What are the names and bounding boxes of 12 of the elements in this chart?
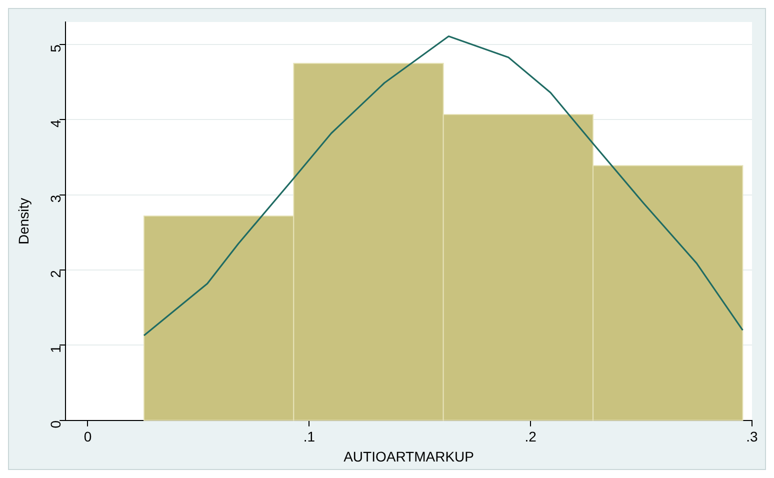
- y-axis-title: Density: [15, 198, 32, 245]
- y-tick-label: 1: [47, 345, 64, 354]
- y-tick-label: 3: [47, 194, 64, 203]
- y-tick-label: 4: [47, 120, 64, 128]
- x-tick-label: .3: [746, 428, 758, 445]
- x-tick-label: .2: [524, 428, 537, 445]
- x-tick-label: .1: [303, 428, 316, 445]
- x-tick-label: 0: [84, 428, 92, 445]
- y-tick-label: 0: [47, 420, 64, 428]
- x-axis-title: AUTIOARTMARKUP: [344, 448, 474, 464]
- y-tick-label: 2: [47, 270, 64, 278]
- y-tick-label: 5: [47, 44, 64, 52]
